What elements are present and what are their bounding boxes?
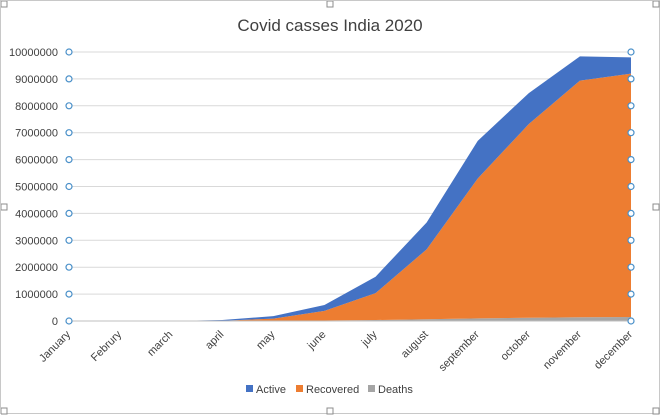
left-axis-handle-8 [65,102,73,110]
right-axis-handle-9 [627,75,635,83]
left-axis-handle-6 [65,156,73,164]
y-tick-label-6: 6000000 [15,155,58,167]
chart-title: Covid casses India 2020 [237,16,422,35]
right-axis-handle-2 [627,263,635,271]
right-axis-handle-7 [627,129,635,137]
area-active [69,56,631,321]
frame-resize-handle-7 [652,407,660,415]
x-axis: January Februry march april may june july augus… [37,320,635,374]
gridlines [69,51,631,322]
legend-swatch-deaths [368,385,375,392]
frame-resize-handle-2 [652,1,660,8]
y-tick-label-0: 0 [52,316,58,328]
y-tick-label-8: 8000000 [15,101,58,113]
right-axis-handle-6 [627,156,635,164]
y-tick-label-10: 10000000 [9,47,58,59]
x-tick-label-0: January [37,328,74,365]
left-axis-handle-10 [65,48,73,56]
left-axis-handle-3 [65,236,73,244]
y-tick-label-9: 9000000 [15,74,58,86]
left-axis-handle-9 [65,75,73,83]
y-axis: 0 1000000 2000000 3000000 4000000 5000000 6000… [9,47,58,328]
y-tick-label-7: 7000000 [15,128,58,140]
x-tick-label-11: december [592,328,635,371]
legend-swatch-recovered [296,385,303,392]
y-tick-label-3: 3000000 [15,235,58,247]
y-tick-label-5: 5000000 [15,182,58,194]
right-axis-handle-3 [627,236,635,244]
area-series-group [69,56,631,321]
x-tick-label-3: april [203,329,226,352]
frame-resize-handle-6 [326,407,334,415]
right-axis-handle-1 [627,290,635,298]
legend-label-deaths: Deaths [378,384,413,396]
x-tick-label-7: august [399,329,431,361]
frame-resize-handle-0 [1,1,8,8]
x-tick-label-1: Februry [89,328,125,364]
left-axis-handle-0 [65,317,73,325]
frame-resize-handle-3 [1,203,8,211]
x-tick-label-8: september [437,328,482,373]
y-tick-label-4: 4000000 [15,208,58,220]
area-deaths [69,317,631,321]
left-axis-handle-4 [65,209,73,217]
x-tick-label-4: may [254,328,278,352]
left-axis-handle-5 [65,182,73,191]
legend-label-recovered: Recovered [306,384,359,396]
right-axis-handle-5 [627,182,635,191]
legend: Active Recovered Deaths [246,384,413,396]
y-tick-label-1: 1000000 [15,289,58,301]
right-axis-handle-4 [627,209,635,217]
x-tick-label-9: october [499,328,534,363]
frame-resize-handle-4 [652,203,660,211]
legend-label-active: Active [256,384,286,396]
x-tick-label-10: november [541,328,584,371]
frame-resize-handle-5 [1,407,8,415]
frame-resize-handle-1 [326,1,334,8]
x-tick-label-5: june [305,329,329,353]
left-axis-handle-1 [65,290,73,298]
area-recovered [69,73,631,321]
right-axis-handle-8 [627,102,635,110]
right-axis-handle-0 [627,317,635,325]
left-axis-handle-2 [65,263,73,271]
legend-swatch-active [246,385,253,392]
x-tick-label-2: march [145,329,175,359]
right-axis-handle-10 [627,48,635,56]
left-axis-handle-7 [65,129,73,137]
x-tick-label-6: july [359,328,380,349]
y-tick-label-2: 2000000 [15,262,58,274]
